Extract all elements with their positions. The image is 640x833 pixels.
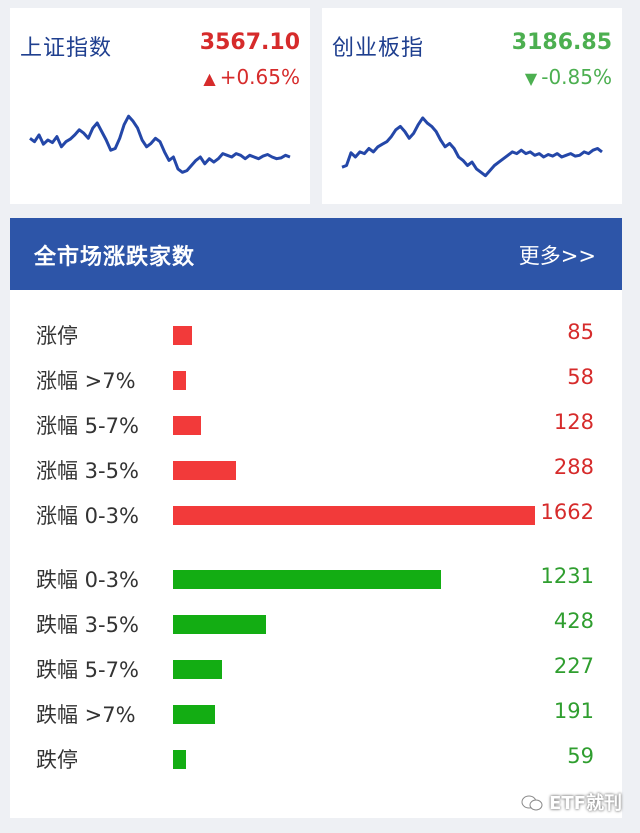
breadth-row-label: 跌幅 0-3%: [36, 568, 139, 592]
breadth-row: 涨幅 3-5% 288: [10, 451, 622, 485]
index-card-shanghai[interactable]: 上证指数 3567.10 ▲ +0.65%: [10, 8, 310, 204]
index-name: 上证指数: [20, 36, 113, 61]
breadth-row: 跌幅 3-5% 428: [10, 605, 622, 639]
panel-title: 全市场涨跌家数: [34, 245, 196, 270]
index-change: ▲ +0.65%: [203, 65, 300, 89]
breadth-row: 涨幅 5-7% 128: [10, 406, 622, 440]
breadth-row: 涨幅 0-3% 1662: [10, 496, 622, 530]
breadth-bar: [173, 326, 192, 345]
more-link[interactable]: 更多>>: [518, 244, 596, 268]
sparkline-chart: [341, 116, 603, 178]
breadth-row-label: 涨停: [36, 324, 78, 348]
breadth-row: 跌幅 0-3% 1231: [10, 560, 622, 594]
index-change-percent: +0.65%: [219, 65, 300, 89]
breadth-row: 跌停 59: [10, 740, 622, 774]
breadth-bar: [173, 750, 186, 769]
up-arrow-icon: ▲: [203, 69, 216, 88]
breadth-row-count: 1662: [540, 500, 594, 524]
breadth-row-label: 跌停: [36, 748, 78, 772]
breadth-bar: [173, 615, 266, 634]
breadth-row-count: 1231: [540, 564, 594, 588]
market-breadth-panel: 全市场涨跌家数 更多>> 涨停 85 涨幅 >7% 58 涨幅 5-7% 128 涨幅 3-…: [10, 218, 622, 818]
sparkline-path: [341, 116, 603, 178]
sparkline-chart: [29, 114, 291, 174]
breadth-row: 跌幅 5-7% 227: [10, 650, 622, 684]
breadth-bar: [173, 570, 441, 589]
breadth-row-label: 涨幅 >7%: [36, 369, 136, 393]
breadth-row-count: 191: [553, 699, 594, 723]
breadth-bar: [173, 660, 222, 679]
breadth-bar: [173, 461, 236, 480]
index-value: 3186.85: [511, 30, 612, 55]
breadth-row-label: 涨幅 5-7%: [36, 414, 139, 438]
breadth-row-label: 涨幅 3-5%: [36, 459, 139, 483]
breadth-row-label: 跌幅 3-5%: [36, 613, 139, 637]
breadth-row-count: 428: [553, 609, 594, 633]
breadth-row-label: 跌幅 5-7%: [36, 658, 139, 682]
wechat-icon: [521, 795, 543, 811]
panel-header: 全市场涨跌家数 更多>>: [10, 218, 622, 290]
breadth-row-count: 227: [553, 654, 594, 678]
index-card-chinext[interactable]: 创业板指 3186.85 ▼ -0.85%: [322, 8, 622, 204]
sparkline-path: [29, 114, 291, 174]
breadth-bar: [173, 371, 186, 390]
index-name: 创业板指: [332, 36, 425, 61]
breadth-row-count: 59: [567, 744, 594, 768]
index-value: 3567.10: [199, 30, 300, 55]
down-arrow-icon: ▼: [524, 69, 538, 88]
breadth-row: 涨幅 >7% 58: [10, 361, 622, 395]
watermark: ETF就刊: [521, 789, 622, 815]
breadth-bar: [173, 416, 201, 435]
breadth-row: 涨停 85: [10, 316, 622, 350]
breadth-bar: [173, 705, 215, 724]
breadth-row-count: 288: [553, 455, 594, 479]
breadth-bar: [173, 506, 535, 525]
watermark-text: ETF就刊: [549, 793, 622, 814]
breadth-row-label: 跌幅 >7%: [36, 703, 136, 727]
breadth-row-count: 85: [567, 320, 594, 344]
index-change: ▼ -0.85%: [525, 65, 612, 89]
breadth-row-count: 128: [553, 410, 594, 434]
breadth-row-count: 58: [567, 365, 594, 389]
index-change-percent: -0.85%: [541, 65, 612, 89]
breadth-row: 跌幅 >7% 191: [10, 695, 622, 729]
breadth-row-label: 涨幅 0-3%: [36, 504, 139, 528]
